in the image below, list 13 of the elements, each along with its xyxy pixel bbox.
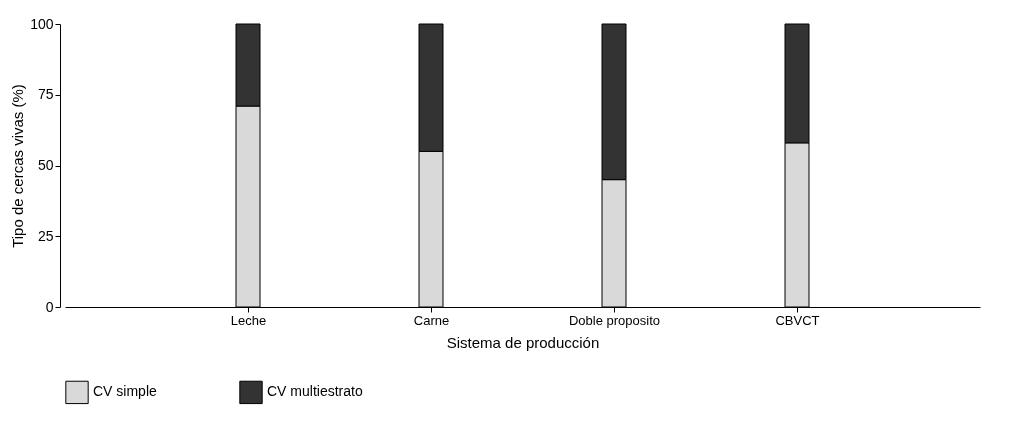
- y-tick-label: 100: [30, 15, 54, 32]
- y-tick-label: 75: [37, 86, 54, 103]
- y-tick-label: 0: [45, 298, 54, 315]
- y-axis-title: Tipo de cercas vivas (%): [9, 84, 27, 248]
- legend-label: CV simple: [93, 383, 158, 400]
- y-tick-label: 50: [37, 157, 54, 173]
- x-tick-label: Leche: [230, 312, 267, 328]
- x-tick-label: Doble proposito: [568, 312, 661, 328]
- x-tick-label: CBVCT: [775, 312, 820, 328]
- x-axis-title: Sistema de producción: [446, 333, 600, 351]
- y-tick-label: 25: [37, 227, 54, 244]
- legend-label: CV multiestrato: [267, 383, 363, 400]
- x-tick-label: Carne: [413, 312, 450, 328]
